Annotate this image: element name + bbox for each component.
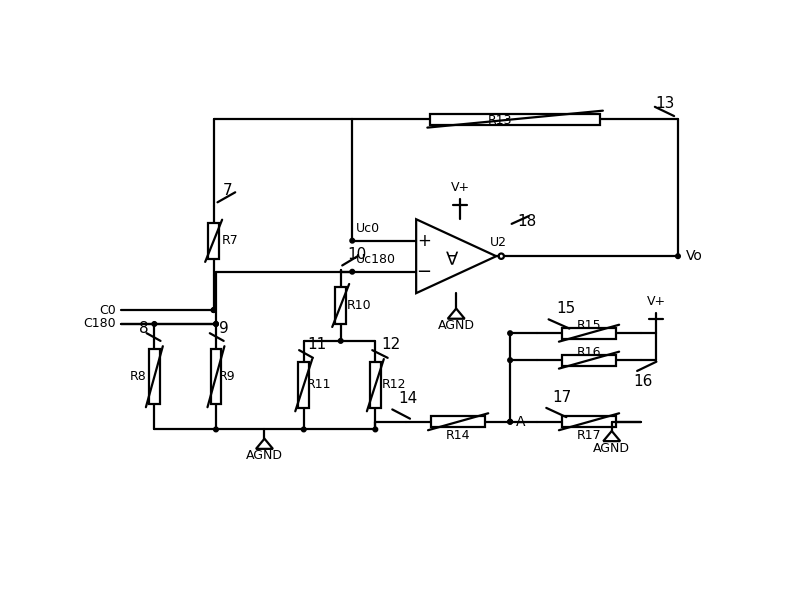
Text: 14: 14 (398, 392, 418, 406)
Circle shape (152, 322, 157, 326)
Polygon shape (603, 431, 620, 441)
Text: 12: 12 (382, 337, 401, 352)
Text: V+: V+ (450, 181, 470, 194)
Circle shape (211, 308, 216, 312)
Text: 9: 9 (219, 321, 229, 336)
Text: R8: R8 (130, 370, 146, 383)
Text: R16: R16 (576, 346, 601, 359)
Text: R14: R14 (446, 430, 470, 443)
Circle shape (211, 308, 216, 312)
Bar (210, 349, 222, 404)
Text: −: − (416, 263, 431, 281)
Circle shape (214, 322, 218, 326)
Text: U2: U2 (490, 236, 507, 249)
Text: R11: R11 (307, 378, 331, 392)
Text: Vo: Vo (686, 249, 702, 263)
Text: +: + (417, 231, 430, 250)
Bar (562, 328, 616, 339)
Text: Uc0: Uc0 (356, 221, 380, 234)
Text: R9: R9 (219, 370, 236, 383)
Text: Uc180: Uc180 (356, 252, 396, 265)
Circle shape (214, 322, 218, 326)
Polygon shape (448, 309, 465, 319)
Text: 11: 11 (307, 337, 326, 352)
Bar (431, 416, 485, 427)
Bar (149, 349, 160, 404)
Text: R10: R10 (347, 299, 371, 312)
Text: 15: 15 (556, 301, 575, 317)
Text: R15: R15 (576, 319, 601, 331)
Text: A: A (516, 415, 526, 429)
Circle shape (508, 358, 513, 362)
Bar (562, 416, 616, 427)
Bar (208, 223, 219, 259)
Text: C180: C180 (83, 318, 116, 330)
Text: V+: V+ (647, 295, 666, 308)
Circle shape (214, 427, 218, 432)
Text: AGND: AGND (246, 449, 283, 462)
Text: 10: 10 (347, 248, 366, 262)
Bar (335, 287, 346, 324)
Text: 16: 16 (634, 374, 653, 389)
Text: 18: 18 (518, 214, 537, 229)
Circle shape (350, 270, 354, 274)
Text: 7: 7 (223, 183, 233, 199)
Circle shape (508, 419, 513, 424)
Polygon shape (416, 219, 496, 293)
Text: 17: 17 (553, 390, 572, 405)
Text: 13: 13 (655, 96, 674, 111)
Text: R13: R13 (487, 114, 512, 127)
Text: AGND: AGND (594, 441, 630, 455)
Text: 8: 8 (138, 321, 148, 336)
Circle shape (350, 239, 354, 243)
Circle shape (676, 254, 680, 258)
Bar (370, 362, 381, 408)
Bar (562, 355, 616, 365)
Text: R17: R17 (576, 430, 601, 443)
Circle shape (508, 419, 513, 424)
Text: R12: R12 (382, 378, 406, 392)
Circle shape (302, 427, 306, 432)
Circle shape (508, 331, 513, 336)
Polygon shape (256, 439, 273, 449)
Text: AGND: AGND (438, 319, 474, 332)
Bar (430, 114, 600, 124)
Circle shape (373, 427, 378, 432)
Text: R7: R7 (222, 234, 238, 248)
Bar (298, 362, 309, 408)
Circle shape (338, 339, 343, 343)
Text: ∀: ∀ (446, 251, 458, 269)
Text: C0: C0 (99, 303, 116, 317)
